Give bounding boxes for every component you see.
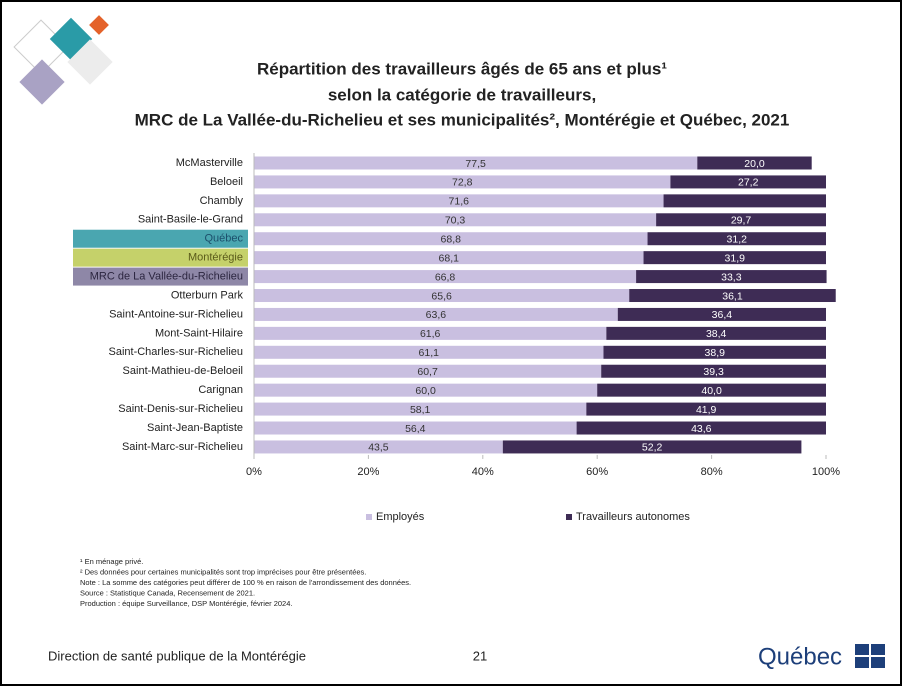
value-label: 65,6 [431,290,452,302]
x-tick-label: 80% [701,466,723,478]
logo-flag [855,644,885,668]
category-label: Québec [204,233,243,245]
value-label: 33,3 [721,271,742,283]
footnote: Note : La somme des catégories peut diff… [80,578,411,587]
category-label: Saint-Jean-Baptiste [147,422,243,434]
value-label: 68,1 [439,252,460,264]
value-label: 38,4 [706,328,727,340]
x-tick-label: 0% [246,466,262,478]
category-label: Saint-Basile-le-Grand [138,214,243,226]
category-label: Montérégie [188,252,243,264]
footnote: ² Des données pour certaines municipalit… [80,567,366,576]
value-label: 41,9 [696,404,717,416]
value-label: 39,3 [703,366,724,378]
category-label: Saint-Marc-sur-Richelieu [122,441,243,453]
legend-label: Travailleurs autonomes [576,511,690,523]
legend-swatch [566,514,572,520]
slide: Répartition des travailleurs âgés de 65 … [0,0,902,686]
value-label: 58,1 [410,404,431,416]
value-label: 70,3 [445,215,466,227]
legend-label: Employés [376,511,425,523]
category-label: Saint-Antoine-sur-Richelieu [109,308,243,320]
value-label: 40,0 [701,385,722,397]
value-label: 29,7 [731,215,752,227]
footnote: ¹ En ménage privé. [80,557,143,566]
chart-title: Répartition des travailleurs âgés de 65 … [257,59,667,78]
value-label: 52,2 [642,442,663,454]
category-label: Saint-Mathieu-de-Beloeil [123,365,243,377]
x-tick-label: 20% [357,466,379,478]
category-label: Carignan [198,384,243,396]
category-label: Saint-Charles-sur-Richelieu [109,346,244,358]
value-label: 66,8 [435,271,456,283]
category-label: Mont-Saint-Hilaire [155,327,243,339]
chart-title: MRC de La Vallée-du-Richelieu et ses mun… [135,110,790,129]
value-label: 71,6 [449,196,470,208]
category-label: Saint-Denis-sur-Richelieu [118,403,243,415]
value-label: 61,6 [420,328,441,340]
value-label: 61,1 [419,347,440,359]
value-label: 20,0 [744,158,765,170]
category-label: Chambly [200,195,244,207]
chart-title: selon la catégorie de travailleurs, [328,85,596,104]
bar-segment [664,194,826,207]
value-label: 31,2 [727,234,748,246]
value-label: 36,1 [722,290,743,302]
category-label: Otterburn Park [171,289,244,301]
category-label: McMasterville [176,157,243,169]
x-tick-label: 100% [812,466,840,478]
value-label: 77,5 [465,158,486,170]
value-label: 68,8 [441,234,462,246]
logo-text: Québec [758,643,842,670]
page-number: 21 [473,648,487,663]
value-label: 60,7 [417,366,438,378]
x-tick-label: 40% [472,466,494,478]
footnote: Production : équipe Surveillance, DSP Mo… [80,599,292,608]
category-label: Beloeil [210,176,243,188]
value-label: 36,4 [712,309,733,321]
value-label: 63,6 [426,309,447,321]
value-label: 60,0 [415,385,436,397]
value-label: 31,9 [725,252,746,264]
x-tick-label: 60% [586,466,608,478]
footer-text: Direction de santé publique de la Montér… [48,648,306,663]
value-label: 43,6 [691,423,712,435]
legend-swatch [366,514,372,520]
footnote: Source : Statistique Canada, Recensement… [80,588,255,597]
value-label: 72,8 [452,177,473,189]
logo-flag-cross [855,655,885,657]
value-label: 27,2 [738,177,759,189]
value-label: 56,4 [405,423,426,435]
category-label: MRC de La Vallée-du-Richelieu [90,270,243,282]
value-label: 38,9 [705,347,726,359]
value-label: 43,5 [368,442,389,454]
